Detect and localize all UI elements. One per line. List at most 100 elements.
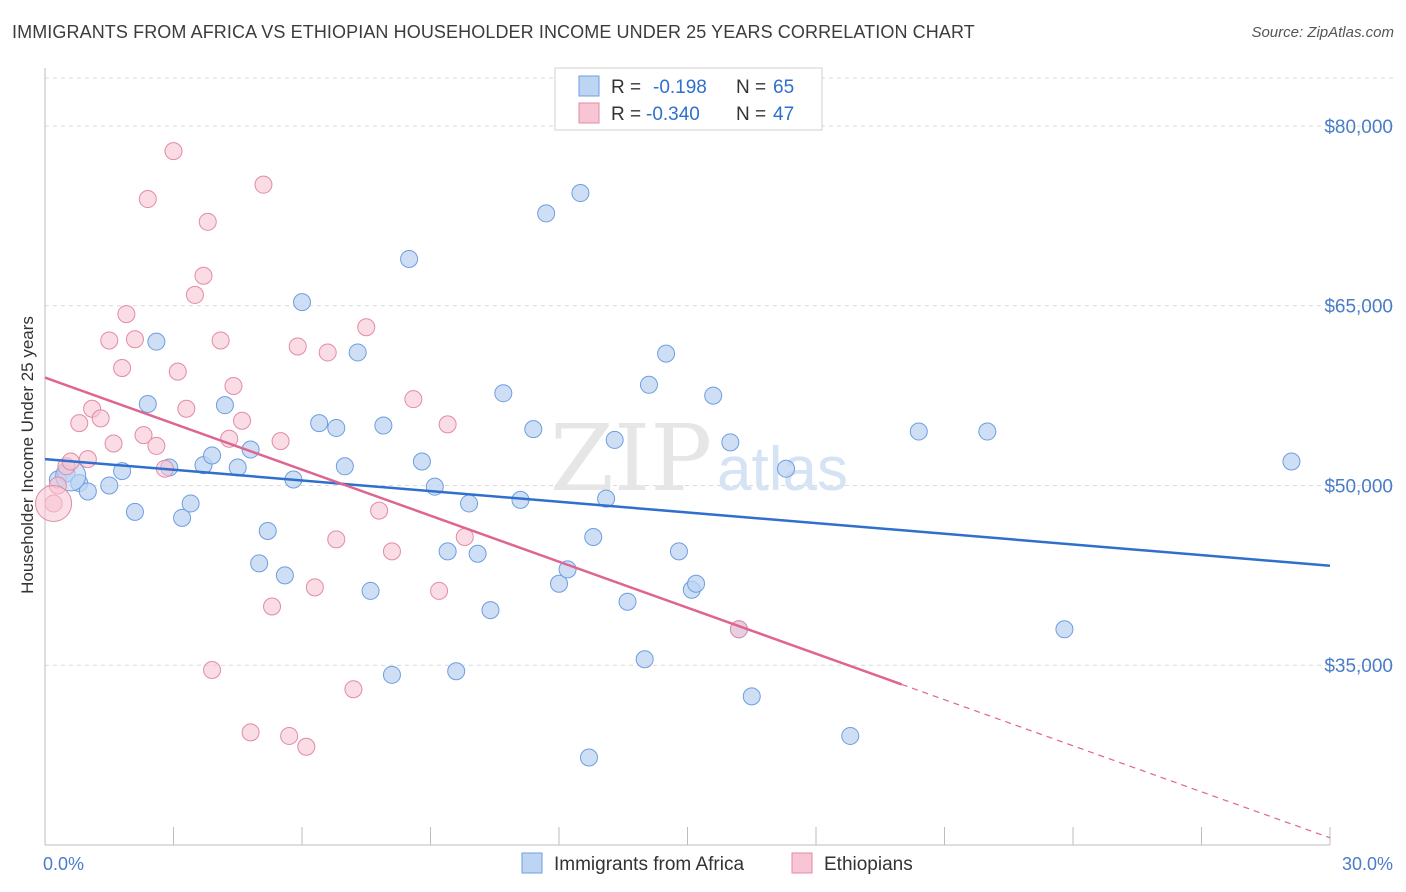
data-point-ethiopians: [147, 436, 166, 455]
data-point-immigrants-from-africa: [147, 332, 166, 351]
data-point-ethiopians: [203, 661, 222, 680]
data-point-ethiopians: [91, 409, 110, 428]
data-point-ethiopians: [185, 285, 204, 304]
y-tick-label: $65,000: [1324, 297, 1393, 318]
data-point-ethiopians: [305, 578, 324, 597]
data-point-immigrants-from-africa: [173, 508, 192, 527]
data-point-ethiopians: [288, 337, 307, 356]
grid-lines: [45, 77, 1395, 666]
series-legend: Immigrants from Africa Ethiopians: [521, 852, 913, 875]
data-point-immigrants-from-africa: [258, 522, 277, 541]
data-point-immigrants-from-africa: [310, 414, 329, 433]
series-ethiopians: [35, 142, 748, 756]
data-point-immigrants-from-africa: [669, 542, 688, 561]
legend-swatch-ethiopians: [791, 852, 813, 874]
legend-r-value-1: -0.198: [653, 77, 707, 98]
legend-r-label-1: R =: [611, 77, 641, 98]
data-point-immigrants-from-africa: [687, 574, 706, 593]
data-point-ethiopians: [117, 305, 136, 324]
legend-swatch-immigrants-from-africa: [521, 852, 543, 874]
data-point-immigrants-from-africa: [657, 344, 676, 363]
correlation-legend: R = -0.198 N = 65 R = -0.340 N = 47: [554, 67, 823, 131]
data-point-immigrants-from-africa: [78, 482, 97, 501]
data-point-immigrants-from-africa: [584, 528, 603, 547]
data-point-immigrants-from-africa: [382, 665, 401, 684]
data-point-immigrants-from-africa: [374, 416, 393, 435]
chart-title: IMMIGRANTS FROM AFRICA VS ETHIOPIAN HOUS…: [12, 22, 975, 42]
data-point-immigrants-from-africa: [1055, 620, 1074, 639]
legend-swatch-blue: [578, 75, 600, 97]
data-point-ethiopians: [70, 414, 89, 433]
data-point-ethiopians: [404, 390, 423, 409]
data-point-immigrants-from-africa: [597, 489, 616, 508]
y-axis-label: Householder Income Under 25 years: [18, 316, 37, 594]
legend-r-value-2: -0.340: [646, 104, 700, 125]
data-point-ethiopians: [168, 362, 187, 381]
watermark: ZIP atlas: [550, 405, 848, 512]
data-point-immigrants-from-africa: [250, 554, 269, 573]
trend-lines: [44, 376, 1331, 839]
data-point-ethiopians: [233, 411, 252, 430]
data-point-ethiopians: [138, 190, 157, 209]
data-point-immigrants-from-africa: [335, 457, 354, 476]
y-tick-label: $80,000: [1324, 117, 1393, 138]
legend-label-immigrants-from-africa: Immigrants from Africa: [554, 854, 744, 875]
data-point-ethiopians: [134, 426, 153, 445]
data-point-immigrants-from-africa: [721, 433, 740, 452]
data-point-immigrants-from-africa: [327, 418, 346, 437]
data-point-immigrants-from-africa: [618, 592, 637, 611]
data-point-ethiopians: [113, 359, 132, 378]
data-point-ethiopians: [254, 175, 273, 194]
legend-swatch-pink: [578, 102, 600, 124]
x-tick-label: 30.0%: [1342, 854, 1393, 874]
data-point-immigrants-from-africa: [524, 420, 543, 439]
x-tick-label: 0.0%: [43, 854, 84, 874]
data-point-immigrants-from-africa: [468, 544, 487, 563]
data-point-immigrants-from-africa: [704, 386, 723, 405]
data-point-immigrants-from-africa: [777, 459, 796, 478]
data-point-immigrants-from-africa: [481, 601, 500, 620]
data-point-immigrants-from-africa: [571, 184, 590, 203]
data-point-ethiopians: [297, 737, 316, 756]
data-point-ethiopians: [430, 581, 449, 600]
data-point-ethiopians: [78, 450, 97, 469]
y-tick-label: $35,000: [1324, 656, 1393, 677]
data-point-ethiopians: [241, 723, 260, 742]
data-point-ethiopians: [280, 726, 299, 745]
data-point-immigrants-from-africa: [215, 396, 234, 415]
legend-n-label-1: N =: [736, 77, 766, 98]
data-point-immigrants-from-africa: [293, 293, 311, 312]
data-point-immigrants-from-africa: [348, 343, 367, 362]
data-point-immigrants-from-africa: [605, 430, 624, 449]
data-point-ethiopians: [125, 330, 144, 349]
data-point-immigrants-from-africa: [909, 422, 928, 441]
y-tick-label: $50,000: [1324, 476, 1393, 497]
data-point-ethiopians: [318, 343, 337, 362]
data-point-ethiopians: [194, 266, 213, 285]
data-point-immigrants-from-africa: [460, 494, 479, 513]
data-point-immigrants-from-africa: [978, 422, 997, 441]
y-tick-labels: $35,000 $50,000 $65,000 $80,000: [1324, 117, 1393, 677]
data-point-ethiopians-cluster: [35, 484, 73, 522]
data-point-ethiopians: [211, 331, 230, 350]
trend-line-ethiopians-extension: [901, 683, 1331, 839]
data-point-immigrants-from-africa: [275, 566, 294, 585]
legend-n-value-2: 47: [773, 104, 794, 125]
axes: [44, 68, 1331, 846]
data-point-immigrants-from-africa: [537, 204, 556, 223]
data-point-immigrants-from-africa: [1282, 452, 1301, 471]
legend-n-value-1: 65: [773, 77, 794, 98]
data-point-immigrants-from-africa: [742, 687, 761, 706]
legend-r-label-2: R =: [611, 104, 641, 125]
data-point-ethiopians: [357, 318, 376, 337]
data-point-immigrants-from-africa: [639, 375, 658, 394]
data-point-ethiopians: [370, 501, 389, 520]
trend-line-immigrants-from-africa: [44, 457, 1331, 568]
data-point-ethiopians: [344, 680, 363, 699]
data-point-ethiopians: [327, 530, 346, 549]
data-point-ethiopians: [104, 434, 123, 453]
data-point-ethiopians: [382, 542, 401, 561]
data-point-immigrants-from-africa: [138, 394, 157, 413]
data-point-immigrants-from-africa: [412, 452, 431, 471]
